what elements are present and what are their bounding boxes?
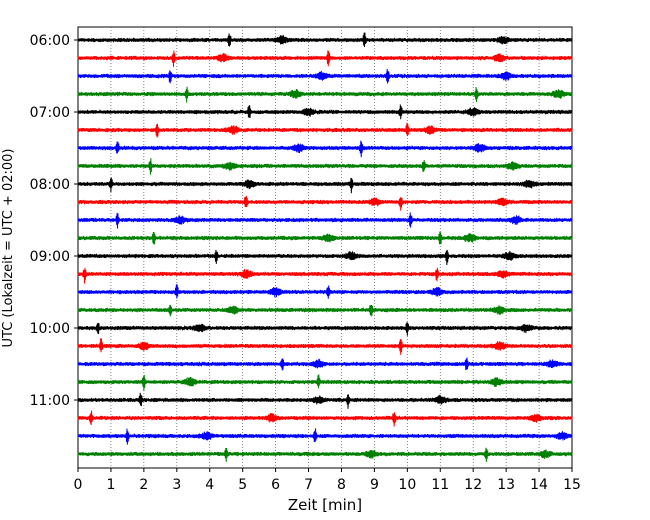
seismogram-trace [77, 392, 573, 409]
x-tick-label: 3 [172, 477, 181, 493]
x-tick-label: 9 [370, 477, 379, 493]
seismogram-trace [77, 212, 573, 229]
x-tick-label: 0 [74, 477, 83, 493]
seismogram-trace [77, 250, 573, 266]
seismogram-trace [77, 357, 573, 371]
y-axis-ticks: 06:00 07:00 08:00 09:00 10:00 11:00 [30, 33, 78, 409]
y-tick-label: 06:00 [30, 33, 70, 49]
x-tick-label: 4 [205, 477, 214, 493]
y-axis-label: UTC (Lokalzeit = UTC + 02:00) [1, 149, 16, 348]
seismogram-trace [77, 195, 573, 211]
seismogram-trace [77, 177, 573, 194]
x-tick-label: 8 [337, 477, 346, 493]
seismogram-trace [77, 410, 573, 427]
seismogram-trace [77, 140, 573, 158]
x-tick-label: 6 [271, 477, 280, 493]
seismogram-trace [77, 68, 573, 84]
x-tick-label: 13 [497, 477, 515, 493]
seismogram-trace [77, 374, 573, 392]
y-tick-label: 11:00 [30, 393, 70, 409]
seismogram-trace [77, 304, 573, 317]
x-tick-label: 10 [398, 477, 416, 493]
seismogram-trace [77, 322, 573, 336]
y-tick-label: 09:00 [30, 249, 70, 265]
seismogram-traces [77, 32, 573, 462]
y-tick-label: 08:00 [30, 177, 70, 193]
x-tick-label: 7 [304, 477, 313, 493]
seismogram-trace [77, 267, 573, 284]
seismogram-trace [77, 447, 573, 462]
x-tick-label: 5 [238, 477, 247, 493]
x-tick-label: 11 [431, 477, 449, 493]
seismogram-trace [77, 428, 573, 445]
seismogram-trace [77, 158, 573, 175]
y-tick-label: 07:00 [30, 105, 70, 121]
x-axis-label: Zeit [min] [288, 496, 362, 514]
x-tick-label: 2 [139, 477, 148, 493]
seismogram-trace [77, 104, 573, 120]
x-tick-label: 1 [106, 477, 115, 493]
seismogram-trace [77, 122, 573, 138]
seismogram-trace [77, 231, 573, 245]
x-tick-label: 15 [563, 477, 581, 493]
y-tick-label: 10:00 [30, 321, 70, 337]
x-tick-label: 12 [464, 477, 482, 493]
x-tick-label: 14 [530, 477, 548, 493]
seismogram-trace [77, 32, 573, 47]
seismogram-trace [77, 50, 573, 67]
seismogram-trace [77, 338, 573, 355]
x-axis-ticks: 0 1 2 3 4 5 6 7 8 9 10 11 12 13 14 15 [74, 468, 581, 493]
seismogram-trace [77, 86, 573, 103]
plot-frame [77, 26, 573, 469]
seismogram-trace [77, 284, 573, 299]
